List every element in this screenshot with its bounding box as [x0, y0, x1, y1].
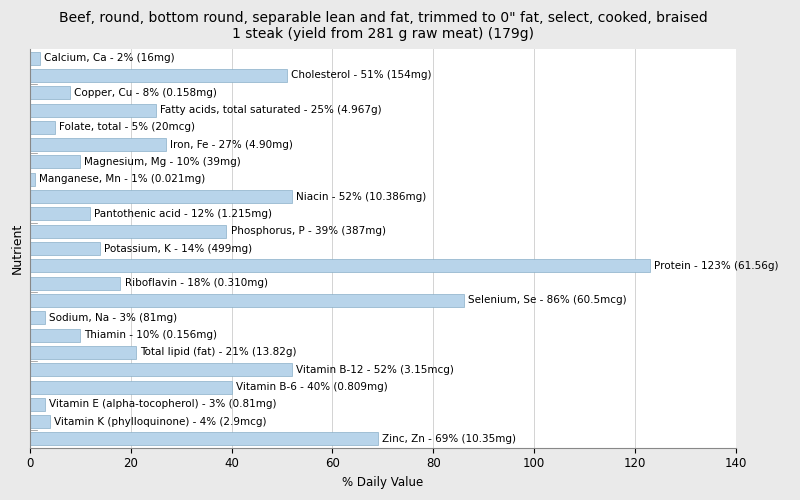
Bar [30, 208, 90, 220]
Bar [30, 69, 287, 82]
Text: Niacin - 52% (10.386mg): Niacin - 52% (10.386mg) [296, 192, 426, 202]
Bar [30, 173, 34, 186]
Text: Vitamin B-6 - 40% (0.809mg): Vitamin B-6 - 40% (0.809mg) [235, 382, 387, 392]
Bar [30, 260, 650, 272]
Bar [30, 104, 156, 117]
Text: Cholesterol - 51% (154mg): Cholesterol - 51% (154mg) [291, 70, 431, 81]
Bar [30, 398, 45, 411]
Text: Zinc, Zn - 69% (10.35mg): Zinc, Zn - 69% (10.35mg) [382, 434, 516, 444]
Bar [30, 363, 292, 376]
Text: Phosphorus, P - 39% (387mg): Phosphorus, P - 39% (387mg) [230, 226, 386, 236]
Bar [30, 328, 80, 342]
Text: Fatty acids, total saturated - 25% (4.967g): Fatty acids, total saturated - 25% (4.96… [160, 105, 382, 115]
Text: Magnesium, Mg - 10% (39mg): Magnesium, Mg - 10% (39mg) [84, 157, 241, 167]
Title: Beef, round, bottom round, separable lean and fat, trimmed to 0" fat, select, co: Beef, round, bottom round, separable lea… [58, 11, 707, 42]
Bar [30, 346, 136, 359]
Text: Copper, Cu - 8% (0.158mg): Copper, Cu - 8% (0.158mg) [74, 88, 217, 98]
Text: Vitamin B-12 - 52% (3.15mcg): Vitamin B-12 - 52% (3.15mcg) [296, 364, 454, 374]
Text: Riboflavin - 18% (0.310mg): Riboflavin - 18% (0.310mg) [125, 278, 267, 288]
Text: Protein - 123% (61.56g): Protein - 123% (61.56g) [654, 261, 779, 271]
Bar [30, 415, 50, 428]
Bar [30, 312, 45, 324]
Bar [30, 380, 231, 394]
Bar [30, 276, 121, 289]
Bar [30, 121, 55, 134]
Bar [30, 190, 292, 203]
Bar [30, 156, 80, 168]
Text: Vitamin K (phylloquinone) - 4% (2.9mcg): Vitamin K (phylloquinone) - 4% (2.9mcg) [54, 416, 266, 426]
Text: Total lipid (fat) - 21% (13.82g): Total lipid (fat) - 21% (13.82g) [140, 348, 296, 358]
Bar [30, 242, 100, 255]
Text: Iron, Fe - 27% (4.90mg): Iron, Fe - 27% (4.90mg) [170, 140, 293, 149]
Bar [30, 52, 40, 64]
Text: Pantothenic acid - 12% (1.215mg): Pantothenic acid - 12% (1.215mg) [94, 209, 272, 219]
Y-axis label: Nutrient: Nutrient [11, 223, 24, 274]
Text: Vitamin E (alpha-tocopherol) - 3% (0.81mg): Vitamin E (alpha-tocopherol) - 3% (0.81m… [49, 400, 276, 409]
Text: Potassium, K - 14% (499mg): Potassium, K - 14% (499mg) [104, 244, 253, 254]
Text: Calcium, Ca - 2% (16mg): Calcium, Ca - 2% (16mg) [44, 53, 174, 63]
Text: Folate, total - 5% (20mcg): Folate, total - 5% (20mcg) [59, 122, 195, 132]
Bar [30, 224, 226, 237]
Bar [30, 86, 70, 99]
X-axis label: % Daily Value: % Daily Value [342, 476, 423, 489]
Text: Manganese, Mn - 1% (0.021mg): Manganese, Mn - 1% (0.021mg) [38, 174, 205, 184]
Text: Selenium, Se - 86% (60.5mcg): Selenium, Se - 86% (60.5mcg) [468, 296, 626, 306]
Text: Sodium, Na - 3% (81mg): Sodium, Na - 3% (81mg) [49, 313, 177, 323]
Bar [30, 294, 464, 307]
Bar [30, 138, 166, 151]
Bar [30, 432, 378, 446]
Text: Thiamin - 10% (0.156mg): Thiamin - 10% (0.156mg) [84, 330, 217, 340]
